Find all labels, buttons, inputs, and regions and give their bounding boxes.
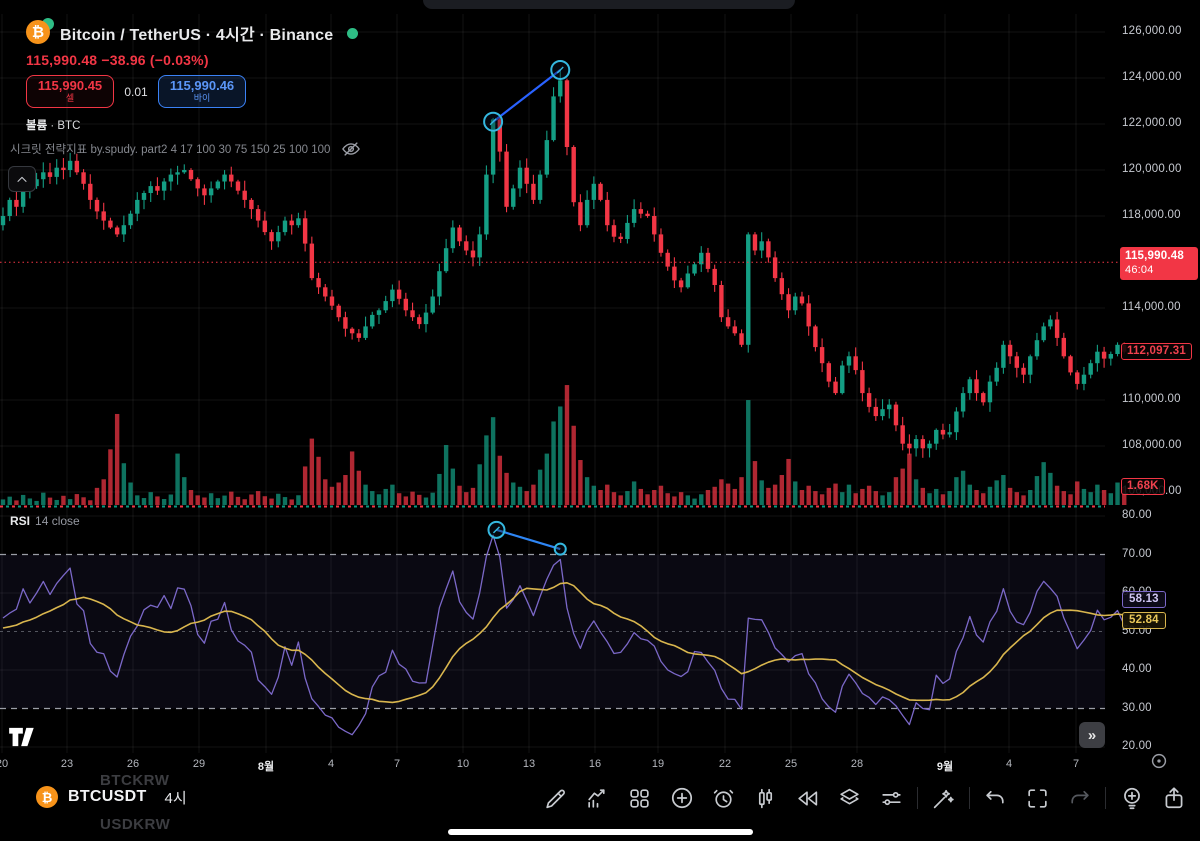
share-icon[interactable]	[1157, 783, 1190, 813]
sell-price: 115,990.45	[37, 78, 103, 94]
time-axis-label: 4	[1005, 758, 1013, 770]
rsi-axis-label: 20.00	[1122, 740, 1152, 752]
indicators-icon[interactable]	[581, 783, 614, 813]
time-axis-label: 8월	[257, 761, 275, 773]
settings-sliders-icon[interactable]	[875, 783, 908, 813]
symbol-logo: ₿	[26, 18, 54, 46]
time-axis-label: 7	[393, 758, 401, 770]
volume-value-badge: 1.68K	[1121, 478, 1165, 495]
toolbar-divider	[917, 787, 918, 809]
active-interval[interactable]: 4시	[164, 789, 187, 807]
bar-countdown: 46:04	[1125, 263, 1154, 276]
chart-type-candles-icon[interactable]	[749, 783, 782, 813]
buy-price: 115,990.46	[169, 78, 235, 94]
magic-wand-icon[interactable]	[927, 783, 960, 813]
spread-value: 0.01	[124, 84, 148, 99]
price-axis-label: 108,000.00	[1122, 439, 1182, 451]
rsi-axis-label: 70.00	[1122, 547, 1152, 560]
rsi-axis-label: 30.00	[1122, 701, 1152, 714]
eye-off-icon[interactable]	[340, 140, 362, 158]
time-axis-label: 25	[784, 758, 798, 770]
home-indicator[interactable]	[448, 829, 753, 835]
chart-canvas[interactable]	[0, 0, 1200, 775]
time-axis-label: 9월	[936, 761, 954, 773]
time-axis-label: 28	[850, 758, 864, 770]
rsi-value-badge: 58.13	[1122, 591, 1166, 609]
time-axis-label: 4	[327, 758, 335, 770]
time-axis-label: 7	[1072, 758, 1080, 770]
price-axis-label: 120,000.00	[1122, 163, 1182, 175]
tradingview-logo[interactable]	[8, 722, 40, 752]
object-tree-icon[interactable]	[833, 783, 866, 813]
active-symbol[interactable]: BTCUSDT	[68, 788, 147, 805]
redo-icon[interactable]	[1063, 783, 1096, 813]
toolbar-divider	[969, 787, 970, 809]
current-price-badge: 115,990.48 46:04	[1120, 247, 1198, 281]
fullscreen-icon[interactable]	[1021, 783, 1054, 813]
alert-clock-icon[interactable]	[707, 783, 740, 813]
draw-pen-icon[interactable]	[539, 783, 572, 813]
buy-button[interactable]: 115,990.46 바이	[158, 75, 246, 108]
volume-legend[interactable]: 볼륨 · BTC	[26, 120, 81, 132]
symbol-picker-next[interactable]: USDKRW	[100, 816, 171, 833]
jump-to-latest-button[interactable]: »	[1079, 722, 1105, 748]
time-axis-label: 23	[60, 758, 74, 770]
rsi-pane-title[interactable]: RSI 14 close	[10, 514, 80, 528]
price-axis-label: 122,000.00	[1122, 117, 1182, 129]
time-axis-label: 10	[456, 758, 470, 770]
collapse-panel-button[interactable]	[8, 166, 36, 192]
bitcoin-logo-icon: ₿	[26, 20, 50, 44]
price-axis-label: 118,000.00	[1122, 209, 1181, 221]
time-axis-label: 29	[192, 758, 206, 770]
buy-label: 바이	[193, 93, 211, 104]
sell-button[interactable]: 115,990.45 셀	[26, 75, 114, 108]
rsi-axis-label: 40.00	[1122, 663, 1152, 675]
time-axis-label: 26	[126, 758, 140, 770]
indicator-legend[interactable]: 시크릿 전략지표 by.spudy. part2 4 17 100 30 75 …	[10, 144, 331, 156]
last-price-badge: 112,097.31	[1121, 342, 1192, 360]
bar-replay-icon[interactable]	[791, 783, 824, 813]
price-axis-label: 126,000.00	[1122, 25, 1182, 37]
time-axis-label: 16	[588, 758, 602, 770]
price-axis-label: 124,000.00	[1122, 71, 1182, 83]
layout-grid-icon[interactable]	[623, 783, 656, 813]
symbol-picker-prev[interactable]: BTCKRW	[100, 772, 170, 789]
symbol-title[interactable]: Bitcoin / TetherUS · 4시간 · Binance	[60, 27, 334, 44]
bitcoin-icon: ₿	[36, 786, 58, 808]
idea-bulb-icon[interactable]	[1115, 783, 1148, 813]
market-status-dot	[347, 27, 359, 39]
price-axis-label: 114,000.00	[1122, 301, 1181, 313]
time-axis-label: 20	[0, 758, 9, 770]
price-change-line: 115,990.48 −38.96 (−0.03%)	[26, 52, 209, 68]
sell-label: 셀	[65, 93, 75, 104]
time-axis-label: 19	[651, 758, 665, 770]
rsi-axis-label: 80.00	[1122, 509, 1152, 521]
time-axis-label: 22	[718, 758, 732, 770]
chevron-up-icon	[17, 176, 27, 182]
undo-icon[interactable]	[979, 783, 1012, 813]
rsi-ma-value-badge: 52.84	[1122, 611, 1166, 629]
timezone-settings-icon[interactable]	[1148, 750, 1170, 772]
device-notch	[423, 0, 795, 9]
time-axis-label: 13	[522, 758, 536, 770]
price-axis-label: 110,000.00	[1122, 393, 1181, 405]
add-circle-icon[interactable]	[665, 783, 698, 813]
toolbar-divider	[1105, 787, 1106, 809]
